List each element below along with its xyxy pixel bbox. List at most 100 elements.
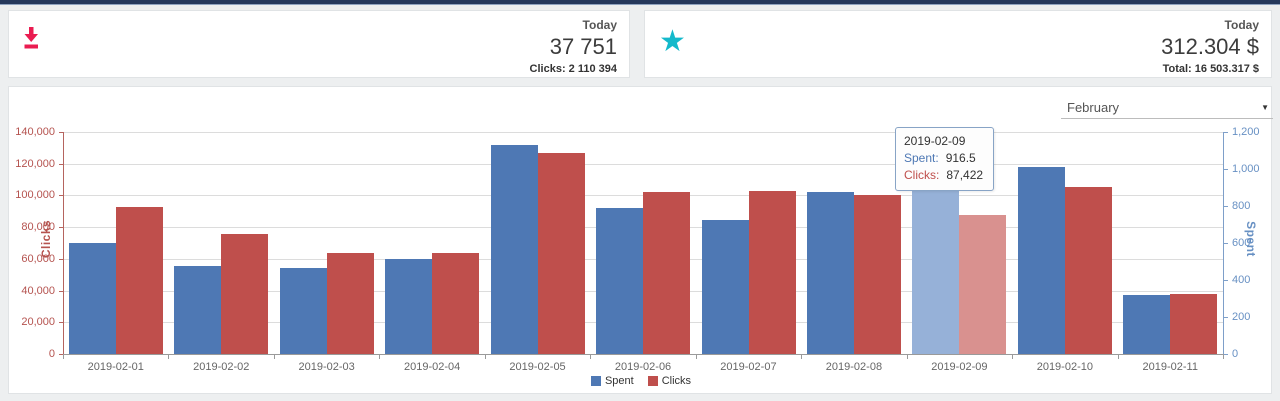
legend-swatch-clicks bbox=[647, 376, 658, 386]
bar-clicks-2019-02-04[interactable] bbox=[432, 253, 480, 354]
tooltip-date: 2019-02-09 bbox=[904, 134, 966, 148]
legend-item-clicks[interactable]: Clicks bbox=[647, 375, 691, 387]
bar-clicks-2019-02-01[interactable] bbox=[115, 207, 163, 354]
left-axis-tick-label: 60,000 bbox=[21, 252, 55, 265]
bar-clicks-2019-02-05[interactable] bbox=[537, 153, 585, 354]
left-axis-tick bbox=[59, 322, 63, 324]
right-axis-tick-label: 400 bbox=[1232, 274, 1251, 286]
tooltip-clicks-row: Clicks: 87,422 bbox=[904, 168, 984, 182]
bar-spent-2019-02-08[interactable] bbox=[806, 192, 854, 354]
gridline bbox=[64, 163, 1223, 165]
left-axis-tick bbox=[59, 290, 63, 292]
clicks-today-value: 37 751 bbox=[549, 34, 617, 59]
right-axis-tick-label: 200 bbox=[1232, 311, 1251, 323]
left-axis-line bbox=[63, 132, 64, 355]
spent-summary-card: ★ Today 312.304 $ Total: 16 503.317 $ bbox=[644, 10, 1272, 78]
x-axis-line bbox=[63, 354, 1224, 355]
bar-clicks-2019-02-03[interactable] bbox=[326, 253, 374, 354]
spent-today-value: 312.304 $ bbox=[1161, 34, 1259, 59]
top-bar bbox=[0, 0, 1280, 5]
right-axis-tick bbox=[1224, 206, 1228, 207]
spent-total-label: Total: 16 503.317 $ bbox=[1162, 63, 1259, 75]
chevron-down-icon: ▼ bbox=[1261, 103, 1269, 112]
right-axis-tick bbox=[1224, 280, 1228, 281]
x-axis-tick bbox=[906, 355, 908, 359]
card-period-label: Today bbox=[582, 18, 617, 32]
x-axis-category-label: 2019-02-11 bbox=[1142, 361, 1198, 373]
right-axis-tick-label: 0 bbox=[1232, 348, 1239, 360]
x-axis-tick bbox=[273, 355, 275, 359]
x-axis-tick bbox=[1223, 355, 1224, 359]
gridline bbox=[64, 132, 1223, 133]
left-axis-tick-label: 140,000 bbox=[15, 126, 55, 138]
bar-clicks-2019-02-08[interactable] bbox=[853, 195, 901, 354]
right-axis-line bbox=[1223, 132, 1224, 355]
bar-spent-2019-02-01[interactable] bbox=[68, 243, 116, 354]
bar-spent-2019-02-04[interactable] bbox=[385, 259, 433, 354]
x-axis-tick bbox=[801, 355, 803, 359]
bar-spent-2019-02-05[interactable] bbox=[490, 145, 538, 354]
x-axis-category-label: 2019-02-01 bbox=[87, 361, 144, 373]
x-axis-tick bbox=[590, 355, 592, 359]
left-axis-tick bbox=[59, 163, 63, 165]
right-axis-tick bbox=[1224, 317, 1228, 318]
bar-clicks-2019-02-02[interactable] bbox=[221, 234, 269, 354]
left-axis-tick-label: 0 bbox=[48, 348, 55, 360]
bar-clicks-2019-02-07[interactable] bbox=[748, 191, 796, 354]
bar-spent-2019-02-03[interactable] bbox=[279, 268, 327, 354]
right-axis-tick bbox=[1224, 243, 1228, 244]
chart-tooltip: 2019-02-09 Spent: 916.5 Clicks: 87,422 bbox=[895, 127, 995, 191]
month-select-value: February bbox=[1067, 100, 1120, 115]
x-axis-category-label: 2019-02-09 bbox=[931, 361, 988, 373]
right-axis-tick bbox=[1224, 354, 1228, 355]
bar-spent-2019-02-09[interactable] bbox=[912, 184, 960, 354]
bar-spent-2019-02-10[interactable] bbox=[1017, 167, 1065, 354]
x-axis-tick bbox=[1117, 355, 1119, 359]
x-axis-category-label: 2019-02-02 bbox=[193, 361, 250, 373]
right-axis-tick-label: 600 bbox=[1232, 237, 1251, 249]
x-axis-category-label: 2019-02-07 bbox=[720, 361, 777, 373]
right-axis-tick bbox=[1224, 132, 1228, 133]
right-axis-tick-label: 1,000 bbox=[1232, 163, 1260, 175]
clicks-total-label: Clicks: 2 110 394 bbox=[529, 63, 617, 75]
bar-spent-2019-02-07[interactable] bbox=[701, 220, 749, 354]
clicks-summary-card: Today 37 751 Clicks: 2 110 394 bbox=[8, 10, 630, 78]
x-axis-category-label: 2019-02-06 bbox=[614, 361, 672, 373]
x-axis-category-label: 2019-02-04 bbox=[404, 361, 461, 373]
bar-clicks-2019-02-10[interactable] bbox=[1064, 187, 1112, 354]
download-icon[interactable] bbox=[23, 27, 39, 55]
right-axis-tick-label: 800 bbox=[1232, 200, 1251, 212]
x-axis-tick bbox=[63, 355, 64, 359]
bar-spent-2019-02-11[interactable] bbox=[1123, 295, 1171, 354]
bar-spent-2019-02-02[interactable] bbox=[174, 266, 222, 354]
legend-item-spent[interactable]: Spent bbox=[590, 375, 634, 387]
left-axis-tick-label: 80,000 bbox=[21, 221, 55, 234]
left-axis-tick bbox=[59, 354, 63, 355]
left-axis-tick-label: 120,000 bbox=[15, 157, 55, 170]
x-axis-tick bbox=[1012, 355, 1014, 359]
star-icon[interactable]: ★ bbox=[659, 25, 686, 58]
tooltip-spent-row: Spent: 916.5 bbox=[904, 151, 976, 165]
left-axis-tick-label: 100,000 bbox=[15, 189, 55, 202]
left-axis-tick-label: 40,000 bbox=[21, 284, 55, 297]
left-axis-tick bbox=[59, 227, 63, 229]
x-axis-category-label: 2019-02-05 bbox=[509, 361, 566, 373]
left-axis-tick bbox=[59, 132, 63, 133]
bar-clicks-2019-02-09[interactable] bbox=[959, 215, 1007, 354]
month-select[interactable]: February ▼ bbox=[1061, 97, 1273, 119]
legend-swatch-spent bbox=[590, 376, 601, 386]
left-axis-tick-label: 20,000 bbox=[21, 316, 55, 329]
bar-clicks-2019-02-06[interactable] bbox=[643, 192, 690, 354]
chart-panel: February ▼ Clicks Spent Spent Clicks 0 20… bbox=[8, 86, 1273, 394]
left-axis-tick bbox=[59, 195, 63, 197]
bar-clicks-2019-02-11[interactable] bbox=[1170, 294, 1218, 354]
card-period-label: Today bbox=[1224, 18, 1259, 32]
bar-spent-2019-02-06[interactable] bbox=[596, 208, 643, 354]
chart-legend: Spent Clicks bbox=[9, 375, 1273, 387]
x-axis-category-label: 2019-02-03 bbox=[298, 361, 355, 373]
x-axis-category-label: 2019-02-10 bbox=[1036, 361, 1093, 373]
x-axis-tick bbox=[379, 355, 381, 359]
right-axis-tick-label: 1,200 bbox=[1232, 126, 1260, 138]
left-axis-tick bbox=[59, 258, 63, 260]
x-axis-tick bbox=[484, 355, 486, 359]
